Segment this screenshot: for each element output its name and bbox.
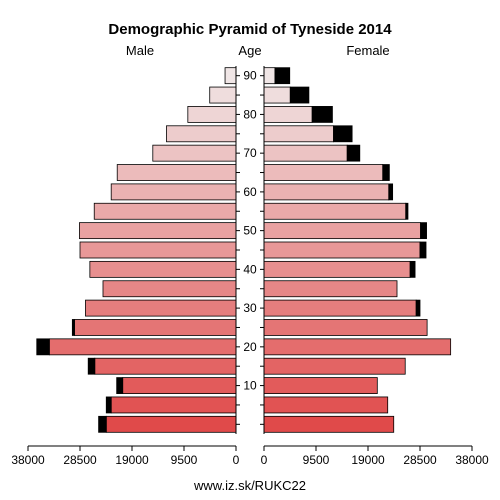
age-tick-label: 80 (243, 107, 257, 121)
female-bar-45-49 (263, 241, 421, 259)
female-bar-0-4 (263, 415, 395, 433)
female-label: Female (346, 43, 389, 58)
female-excess-bar-70-74 (346, 144, 361, 162)
age-label: Age (238, 43, 261, 58)
female-excess-bar-45-49 (419, 241, 427, 259)
female-bar-65-69 (263, 164, 384, 181)
male-bar-50-54 (79, 222, 237, 240)
male-bar-35-39 (102, 280, 237, 298)
male-bar-20-24 (48, 338, 237, 356)
female-excess-bar-75-79 (333, 125, 353, 143)
footer-source: www.iz.sk/RUKC22 (193, 478, 306, 493)
male-bar-75-79 (166, 125, 237, 143)
male-excess-bar-0-4 (98, 415, 107, 433)
male-bar-40-44 (89, 260, 237, 278)
female-excess-bar-30-34 (415, 299, 421, 317)
male-x-tick-label: 28500 (63, 453, 97, 467)
female-excess-bar-40-44 (409, 260, 416, 278)
female-bar-5-9 (263, 396, 389, 414)
male-bar-80-84 (187, 106, 237, 123)
male-x-tick-label: 0 (233, 453, 240, 467)
male-bar-90+ (224, 67, 237, 85)
male-bar-10-14 (122, 377, 237, 394)
female-excess-bar-65-69 (382, 164, 390, 181)
female-x-tick-label: 38000 (455, 453, 489, 467)
male-bar-70-74 (152, 144, 237, 162)
male-bar-85-89 (209, 86, 237, 104)
age-tick-label: 70 (243, 146, 257, 160)
female-bar-40-44 (263, 260, 411, 278)
age-tick-label: 30 (243, 301, 257, 315)
male-bar-60-64 (110, 183, 237, 201)
male-bar-55-59 (93, 202, 237, 220)
male-excess-bar-25-29 (71, 319, 75, 336)
male-bar-25-29 (74, 319, 237, 336)
male-bar-15-19 (94, 357, 237, 375)
female-excess-bar-80-84 (311, 106, 333, 123)
female-x-tick-label: 9500 (303, 453, 330, 467)
female-bar-85-89 (263, 86, 291, 104)
female-x-tick-label: 19000 (351, 453, 385, 467)
male-excess-bar-5-9 (105, 396, 112, 414)
male-x-tick-label: 38000 (11, 453, 45, 467)
chart-title: Demographic Pyramid of Tyneside 2014 (108, 21, 392, 38)
female-bar-90+ (263, 67, 276, 85)
male-bar-65-69 (116, 164, 237, 181)
age-tick-label: 90 (243, 69, 257, 83)
male-x-tick-label: 9500 (171, 453, 198, 467)
female-excess-bar-55-59 (405, 202, 409, 220)
female-bar-80-84 (263, 106, 313, 123)
male-label: Male (126, 43, 154, 58)
female-bar-30-34 (263, 299, 417, 317)
female-excess-bar-50-54 (420, 222, 427, 240)
male-excess-bar-15-19 (87, 357, 96, 375)
female-bar-35-39 (263, 280, 398, 298)
age-tick-label: 40 (243, 262, 257, 276)
female-x-tick-label: 0 (261, 453, 268, 467)
male-bar-30-34 (85, 299, 237, 317)
age-tick-label: 20 (243, 340, 257, 354)
female-bar-20-24 (263, 338, 452, 356)
female-bar-25-29 (263, 319, 428, 336)
female-excess-bar-85-89 (289, 86, 310, 104)
female-bar-70-74 (263, 144, 348, 162)
female-bar-60-64 (263, 183, 390, 201)
age-tick-label: 60 (243, 185, 257, 199)
male-excess-bar-20-24 (36, 338, 50, 356)
male-excess-bar-10-14 (116, 377, 124, 394)
age-tick-label: 50 (243, 224, 257, 238)
female-excess-bar-90+ (274, 67, 291, 85)
female-excess-bar-60-64 (388, 183, 394, 201)
female-bar-75-79 (263, 125, 334, 143)
age-tick-label: 10 (243, 379, 257, 393)
male-bar-0-4 (105, 415, 237, 433)
male-x-tick-label: 19000 (115, 453, 149, 467)
female-bar-10-14 (263, 377, 378, 394)
female-bar-50-54 (263, 222, 421, 240)
female-bar-55-59 (263, 202, 407, 220)
male-bar-45-49 (79, 241, 237, 259)
male-bar-5-9 (110, 396, 237, 414)
female-bar-15-19 (263, 357, 406, 375)
female-x-tick-label: 28500 (403, 453, 437, 467)
